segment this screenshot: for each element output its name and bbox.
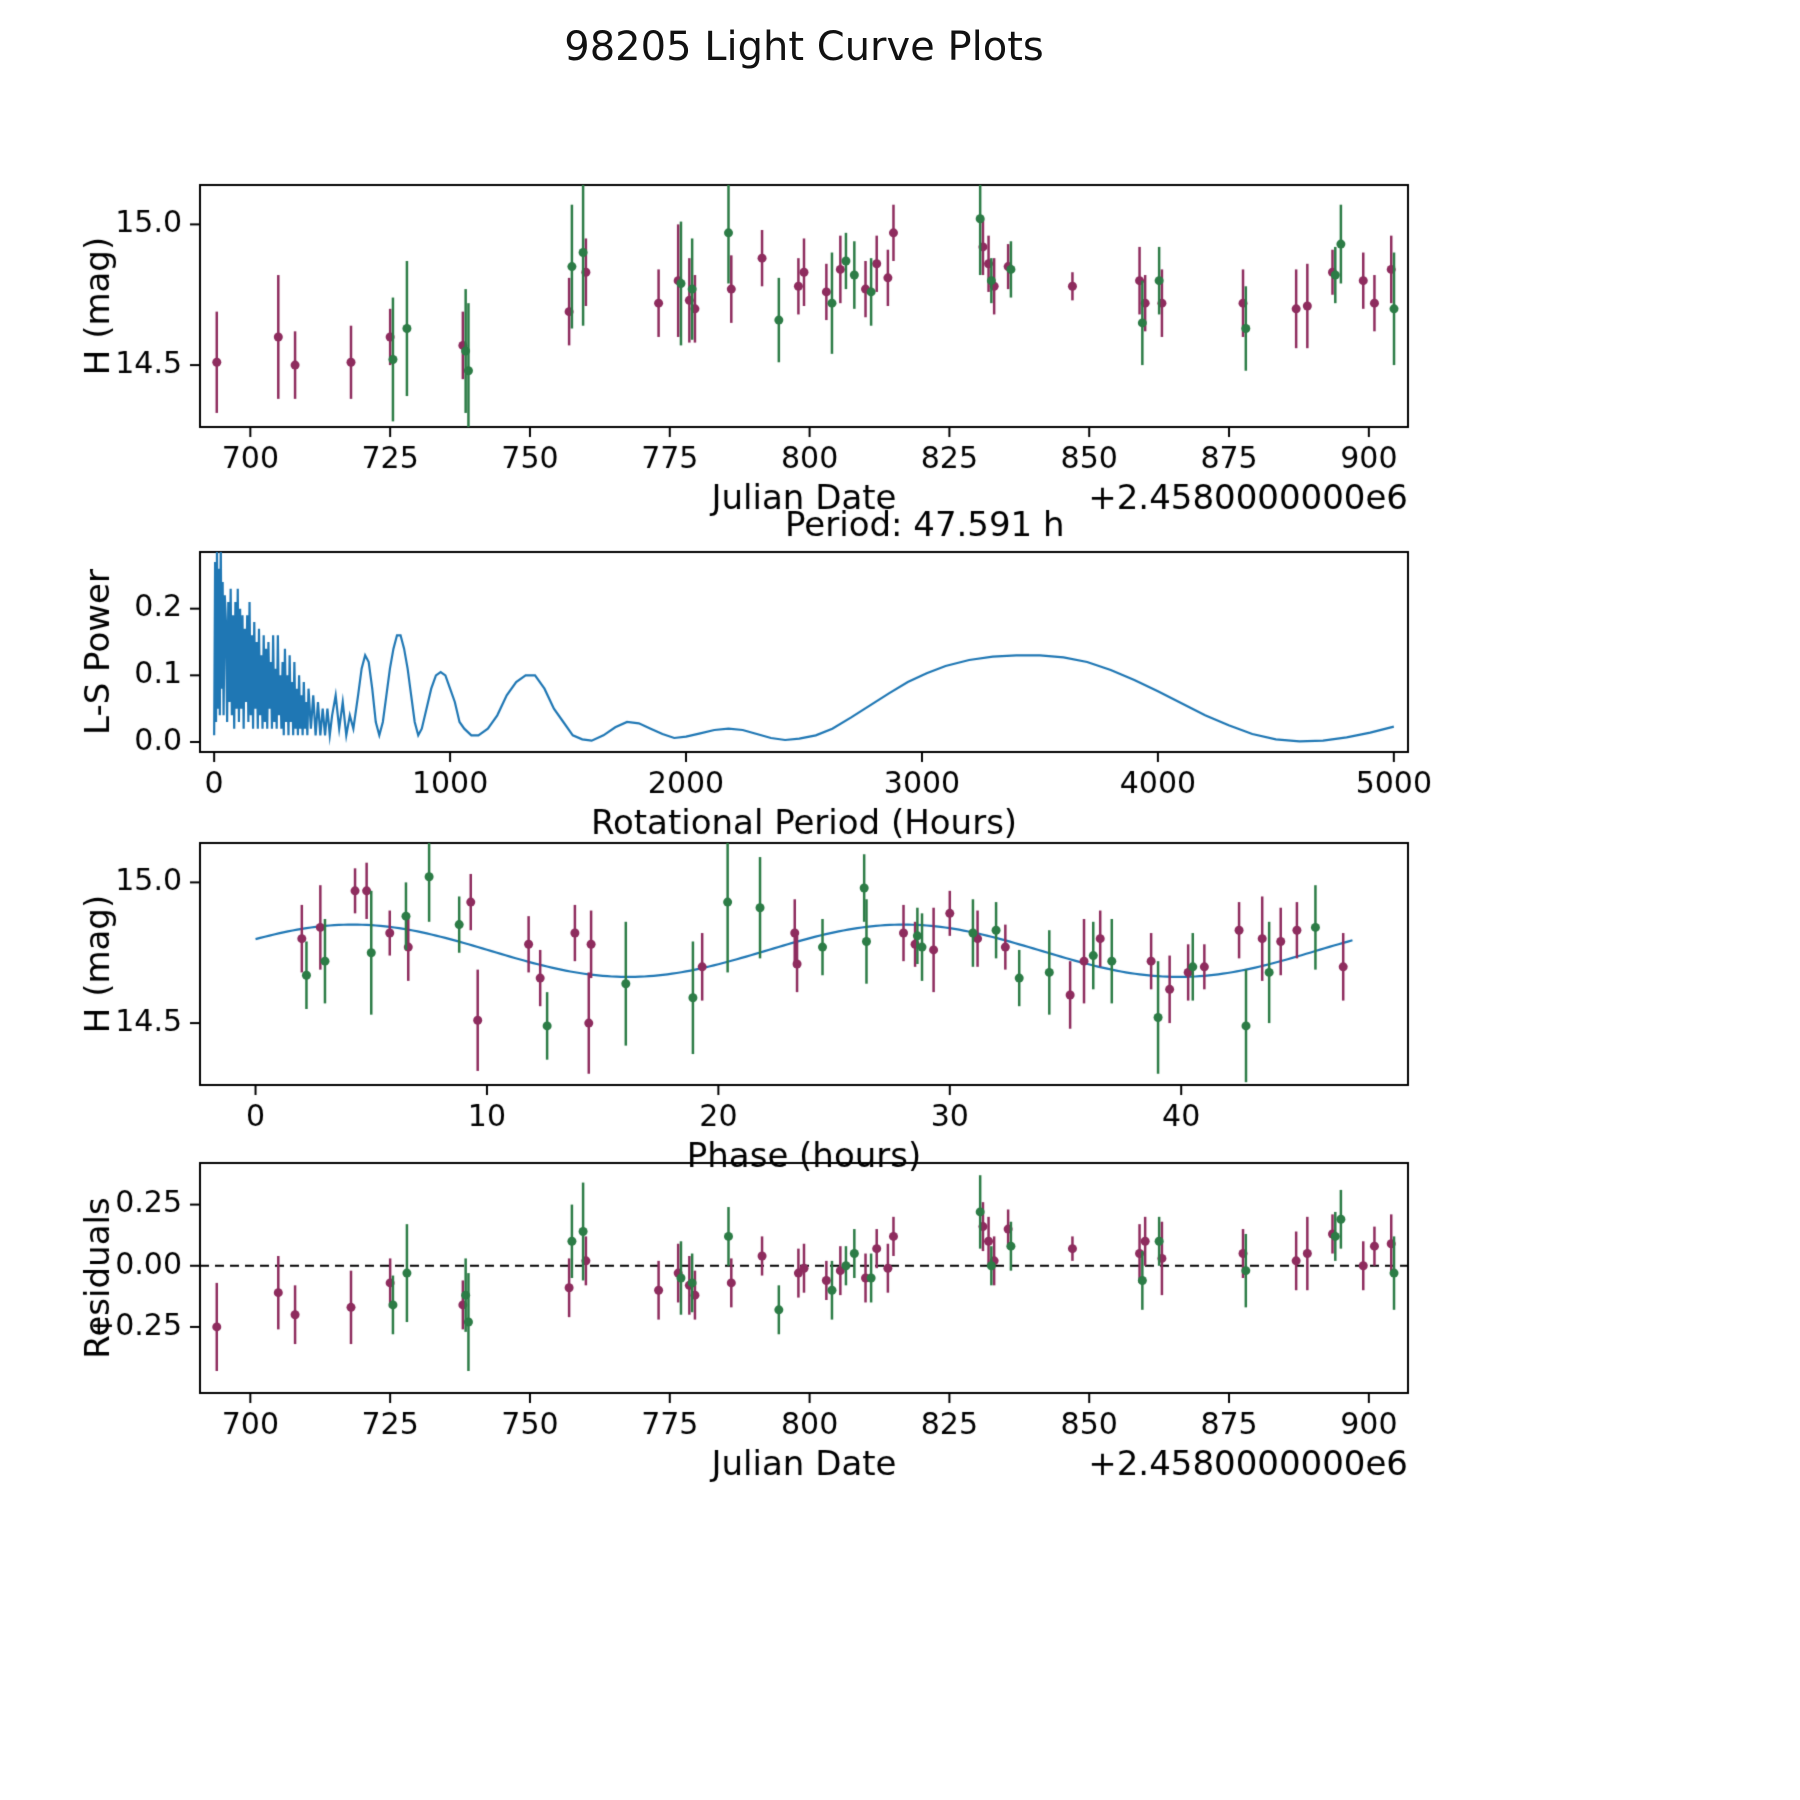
figure-title: 98205 Light Curve Plots <box>564 24 1044 70</box>
